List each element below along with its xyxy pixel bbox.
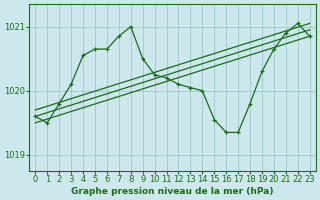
X-axis label: Graphe pression niveau de la mer (hPa): Graphe pression niveau de la mer (hPa) xyxy=(71,187,274,196)
